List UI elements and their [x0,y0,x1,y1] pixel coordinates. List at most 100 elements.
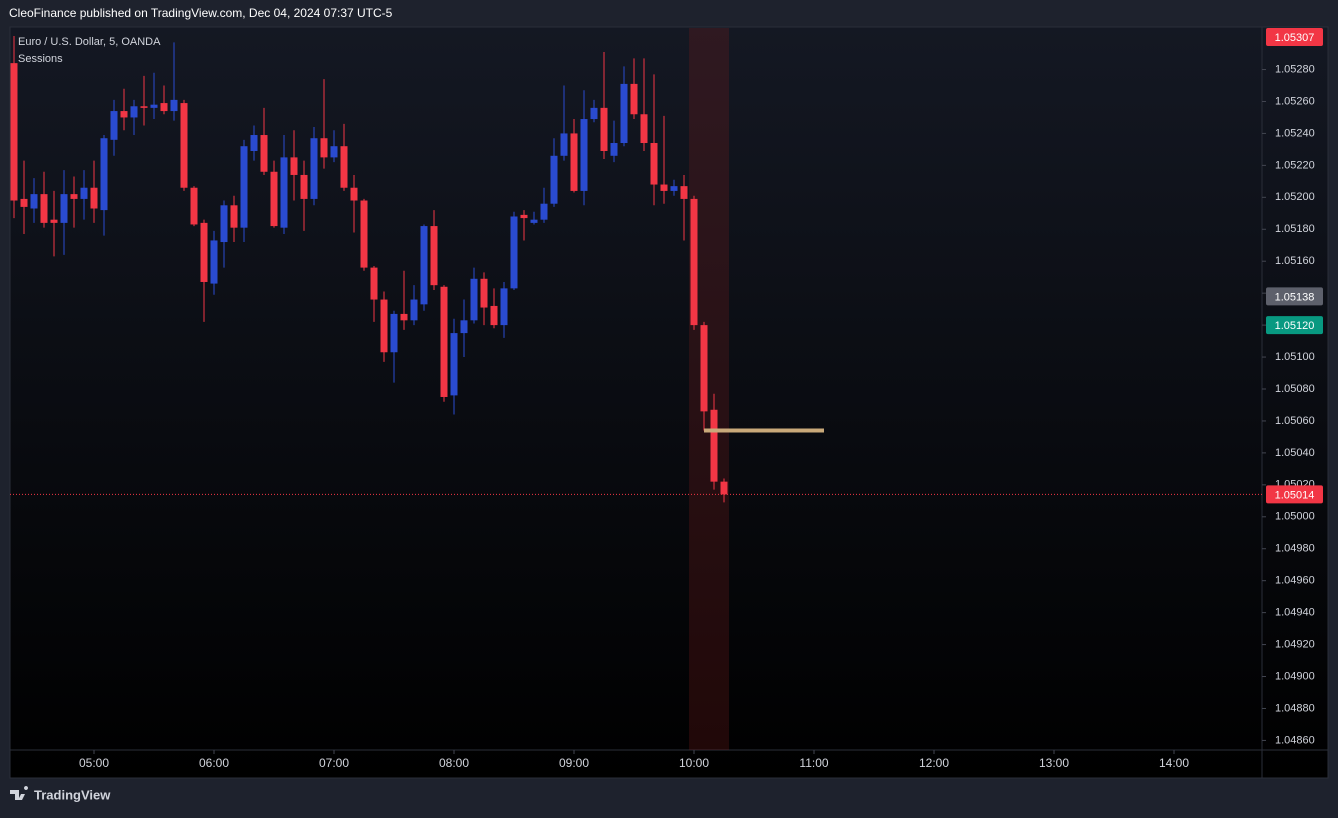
candle-body [210,240,218,284]
x-tick-label: 07:00 [319,756,349,770]
candle-body [720,481,728,495]
candle-body [650,143,658,185]
candle-body [150,104,158,108]
candle-body [710,409,718,482]
candle-body [70,194,78,199]
x-tick-label: 09:00 [559,756,589,770]
candle-body [550,155,558,204]
candle-body [660,184,668,191]
header-title: CleoFinance published on TradingView.com… [9,6,393,20]
candle-body [440,286,448,397]
candle-body [610,143,618,156]
candle-body [130,106,138,118]
candle-body [330,146,338,158]
y-tick-label: 1.04860 [1275,734,1315,746]
candle-body [100,138,108,211]
y-tick-label: 1.05080 [1275,383,1315,395]
candle-body [160,103,168,112]
chart-pane [9,26,1329,779]
candle-body [640,114,648,144]
candle-body [270,171,278,227]
candle-body [450,333,458,396]
candle-body [340,146,348,188]
candle-body [240,146,248,228]
candle-body [60,194,68,223]
candle-body [510,216,518,289]
candle-body [20,198,28,207]
candle-body [320,138,328,158]
candle-body [370,267,378,300]
candle-body [230,205,238,228]
price-tag [1266,316,1323,335]
candle-body [670,186,678,191]
candle-body [410,299,418,321]
y-tick-label: 1.04940 [1275,607,1315,619]
candle-body [120,111,128,118]
y-tick-label: 1.04880 [1275,702,1315,714]
symbol-title: Euro / U.S. Dollar, 5, OANDA [18,36,161,48]
candle-body [220,205,228,243]
y-tick-label: 1.05000 [1275,511,1315,523]
y-tick-label: 1.04920 [1275,638,1315,650]
y-tick-label: 1.04900 [1275,670,1315,682]
candle-body [690,198,698,326]
candle-body [190,187,198,225]
candle-body [490,305,498,326]
candle-body [570,133,578,191]
price-tag [1266,28,1323,46]
candle-body [170,99,178,112]
footer-brand: TradingView [34,787,111,802]
candle-body [110,111,118,140]
candle-body [560,133,568,156]
x-tick-label: 10:00 [679,756,709,770]
x-tick-label: 14:00 [1159,756,1189,770]
x-tick-label: 06:00 [199,756,229,770]
y-tick-label: 1.05200 [1275,191,1315,203]
price-tag-label: 1.05120 [1275,320,1315,332]
candle-body [400,313,408,321]
candle-body [530,219,538,223]
candle-body [260,135,268,172]
indicator-name: Sessions [18,53,63,65]
candle-body [470,278,478,321]
candle-body [80,187,88,199]
candle-body [290,157,298,175]
candle-body [460,320,468,334]
candle-body [390,313,398,353]
y-tick-label: 1.05060 [1275,415,1315,427]
candle-body [540,203,548,220]
x-tick-label: 08:00 [439,756,469,770]
price-tag-label: 1.05138 [1275,291,1315,303]
candle-body [350,187,358,201]
price-tag [1266,287,1323,306]
y-tick-label: 1.05260 [1275,95,1315,107]
candle-body [600,107,608,151]
y-tick-label: 1.04980 [1275,543,1315,555]
y-tick-label: 1.05280 [1275,63,1315,75]
price-tag [1266,485,1323,504]
candle-body [300,174,308,199]
price-tag-label: 1.05307 [1275,32,1315,44]
candle-body [700,325,708,412]
candle-body [630,83,638,115]
candle-body [280,157,288,228]
y-tick-label: 1.05220 [1275,159,1315,171]
candle-body [250,135,258,151]
candle-body [30,194,38,209]
candle-body [360,200,368,268]
candle-body [500,288,508,326]
y-tick-label: 1.05160 [1275,255,1315,267]
y-tick-label: 1.05100 [1275,351,1315,363]
candle-body [430,226,438,286]
candle-body [140,106,148,108]
candle-body [590,107,598,120]
candle-body [380,299,388,353]
y-tick-label: 1.05180 [1275,223,1315,235]
tv-logo [10,786,29,800]
candle-body [90,187,98,209]
candle-body [520,214,528,219]
plot: 1.04860 1.04880 1.04900 1.04920 1.04940 1.049… [10,28,1315,770]
x-tick-label: 11:00 [799,756,828,770]
x-tick-label: 13:00 [1039,756,1069,770]
